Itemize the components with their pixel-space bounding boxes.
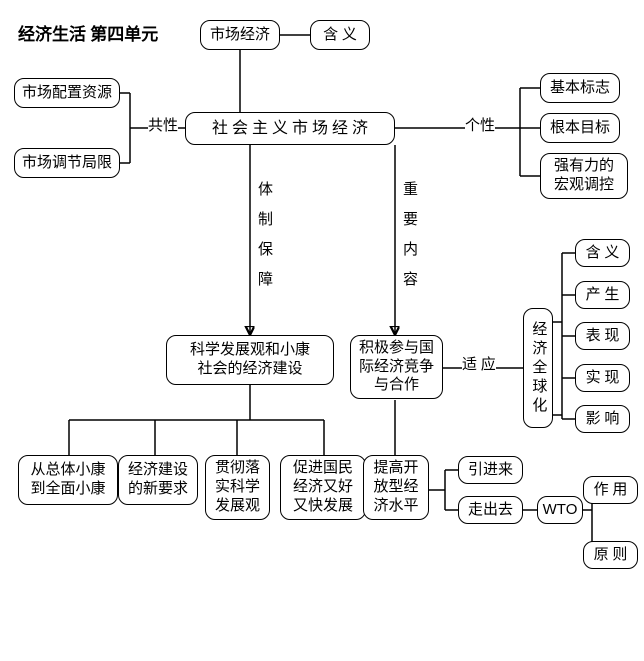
node-scientific-development: 科学发展观和小康 社会的经济建设 — [166, 335, 334, 385]
label-system-guarantee: 体 制 保 障 — [258, 175, 273, 295]
node-import: 引进来 — [458, 456, 523, 484]
node-wto-principle: 原 则 — [583, 541, 638, 569]
node-wto-role: 作 用 — [583, 476, 638, 504]
label-individual: 个性 — [465, 118, 495, 135]
node-g-manifest: 表 现 — [575, 322, 630, 350]
node-export: 走出去 — [458, 496, 523, 524]
node-fundamental-goal: 根本目标 — [540, 113, 620, 143]
page-title: 经济生活 第四单元 — [18, 20, 158, 45]
label-adapt: 适 应 — [462, 357, 496, 374]
node-b4: 促进国民 经济又好 又快发展 — [280, 455, 366, 520]
label-common: 共性 — [148, 118, 178, 135]
node-participate: 积极参与国 际经济竞争 与合作 — [350, 335, 443, 399]
node-alloc-resources: 市场配置资源 — [14, 78, 120, 108]
node-g-produce: 产 生 — [575, 281, 630, 309]
node-wto: WTO — [537, 496, 583, 524]
node-macro-control: 强有力的 宏观调控 — [540, 153, 628, 199]
node-g-influence: 影 响 — [575, 405, 630, 433]
label-important-content: 重 要 内 容 — [403, 175, 418, 295]
node-basic-sign: 基本标志 — [540, 73, 620, 103]
node-market-economy: 市场经济 — [200, 20, 280, 50]
node-regulate-limit: 市场调节局限 — [14, 148, 120, 178]
diagram-canvas: 经济生活 第四单元 市场经济 含 义 市场配置资源 市场调节局限 共性 社 会 … — [0, 0, 644, 661]
node-g-realize: 实 现 — [575, 364, 630, 392]
node-b2: 经济建设 的新要求 — [118, 455, 198, 505]
node-globalization: 经济全球化 — [523, 308, 553, 428]
node-b1: 从总体小康 到全面小康 — [18, 455, 118, 505]
node-socialist-market-economy: 社 会 主 义 市 场 经 济 — [185, 112, 395, 145]
node-b5: 提高开 放型经 济水平 — [363, 455, 429, 520]
node-b3: 贯彻落 实科学 发展观 — [205, 455, 270, 520]
node-g-meaning: 含 义 — [575, 239, 630, 267]
node-meaning-top: 含 义 — [310, 20, 370, 50]
